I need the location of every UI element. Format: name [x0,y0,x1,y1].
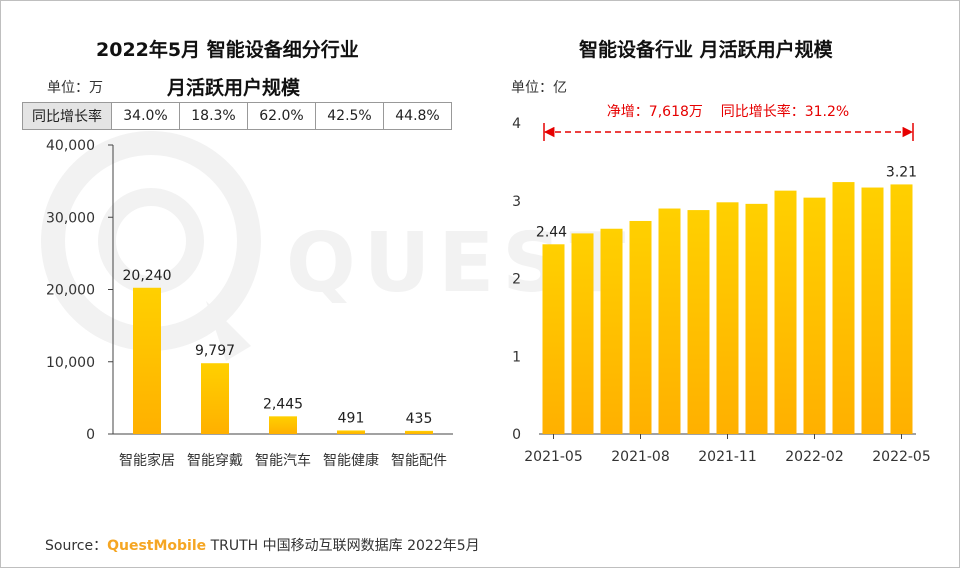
data-label: 9,797 [195,343,235,359]
bar [861,187,884,434]
y-tick-label: 3 [512,194,521,210]
y-tick-label: 40,000 [46,138,95,154]
left-unit-label: 单位：万 [47,80,103,96]
growth-annotation-text: 净增：7,618万 同比增长率：31.2% [607,103,849,120]
bar [133,287,161,434]
bar [405,430,433,434]
source-brand: QuestMobile [107,538,207,554]
bar [337,430,365,434]
bar [201,363,229,434]
y-tick-label: 30,000 [46,210,95,226]
svg-text:QUEST: QUEST [286,216,633,311]
bar [687,210,710,434]
growth-rate-cell: 42.5% [315,102,384,130]
y-tick-label: 0 [86,427,95,443]
bar [803,197,826,434]
data-label: 435 [406,411,433,427]
x-tick-label: 2022-02 [785,449,844,465]
bar [774,190,797,434]
x-tick-label: 智能穿戴 [187,453,243,469]
bar [269,416,297,434]
x-tick-label: 2021-11 [698,449,757,465]
source-prefix: Source： [45,538,108,554]
bar [629,220,652,434]
x-tick-label: 智能家居 [119,452,175,469]
source-suffix: TRUTH 中国移动互联网数据库 2022年5月 [206,538,480,554]
growth-rate-cell: 62.0% [247,102,316,130]
source-note: Source：QuestMobile TRUTH 中国移动互联网数据库 2022… [45,535,480,555]
y-tick-label: 1 [512,349,521,365]
right-chart-title: 智能设备行业 月活跃用户规模 [579,39,833,61]
bar [542,244,565,434]
x-tick-label: 智能健康 [323,452,379,469]
bar [745,203,768,434]
right-bar-chart: 0 1 2 3 4 2.44 2021-05 2021-08 2021-11 2022-02 3.2… [512,116,931,465]
left-chart-title-line2: 月活跃用户规模 [167,77,301,99]
bar [600,228,623,434]
data-label: 3.21 [886,164,917,180]
y-tick-label: 10,000 [46,355,95,371]
bar [832,182,855,434]
left-chart-title: 2022年5月 智能设备细分行业 [96,39,359,61]
right-unit-label: 单位：亿 [511,80,567,96]
growth-rate-cell: 44.8% [383,102,452,130]
growth-rate-header: 同比增长率 [22,102,112,130]
x-tick-label: 智能汽车 [255,452,311,469]
growth-rate-row: 同比增长率 34.0% 18.3% 62.0% 42.5% 44.8% [22,102,452,130]
x-tick-label: 2021-08 [611,449,670,465]
data-label: 20,240 [123,268,172,284]
bar [716,202,739,434]
y-tick-label: 20,000 [46,283,95,299]
growth-rate-cell: 34.0% [111,102,180,130]
data-label: 491 [338,410,365,426]
left-bar-chart: 0 10,000 20,000 30,000 40,000 20,240 智能家居 9,797… [46,138,453,469]
x-tick-label: 智能配件 [391,453,447,469]
y-tick-label: 4 [512,116,521,132]
growth-rate-cell: 18.3% [179,102,248,130]
bar [658,208,681,434]
growth-rate-table: 同比增长率 34.0% 18.3% 62.0% 42.5% 44.8% [22,102,452,130]
x-tick-label: 2022-05 [872,449,931,465]
bar [890,184,913,434]
x-tick-label: 2021-05 [524,449,583,465]
data-label: 2.44 [536,224,567,240]
bar [571,233,594,434]
data-label: 2,445 [263,396,303,412]
y-tick-label: 0 [512,427,521,443]
y-tick-label: 2 [512,272,521,288]
net-growth-annotation: 净增：7,618万 同比增长率：31.2% [543,103,914,141]
